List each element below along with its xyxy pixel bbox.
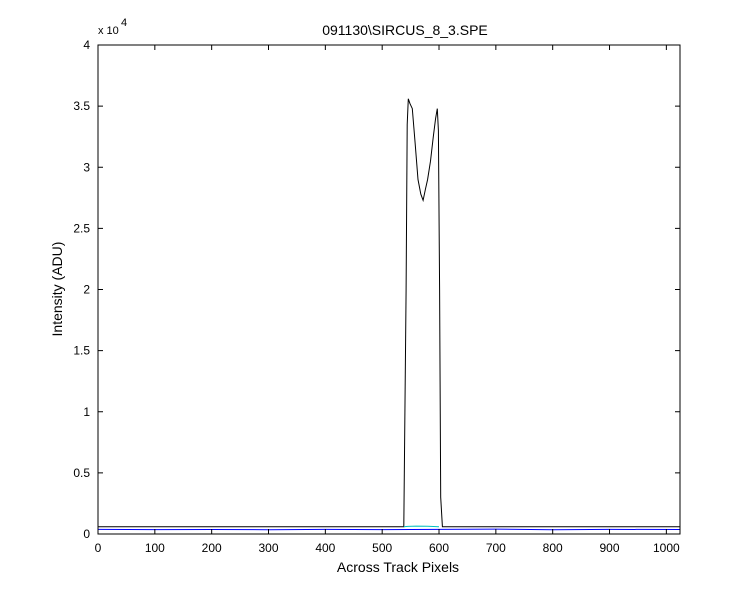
y-tick-label: 3.5 <box>73 99 90 113</box>
y-tick-label: 3 <box>83 160 90 174</box>
x-axis-label: Across Track Pixels <box>337 559 459 575</box>
x-tick-label: 400 <box>315 541 335 555</box>
y-multiplier-exponent: 4 <box>121 17 127 29</box>
y-tick-label: 1.5 <box>73 344 90 358</box>
series-line-2 <box>97 528 681 531</box>
x-tick-label: 200 <box>202 541 222 555</box>
x-tick-label: 600 <box>429 541 449 555</box>
series-line-1 <box>98 98 680 528</box>
y-tick-label: 0.5 <box>73 466 90 480</box>
y-multiplier: x 10 <box>98 25 119 37</box>
chart-title: 091130\SIRCUS_8_3.SPE <box>322 22 488 38</box>
x-tick-label: 1000 <box>653 541 680 555</box>
x-tick-label: 800 <box>543 541 563 555</box>
x-tick-label: 900 <box>600 541 620 555</box>
x-tick-label: 300 <box>258 541 278 555</box>
y-tick-label: 4 <box>83 38 90 52</box>
y-tick-label: 0 <box>83 527 90 541</box>
x-tick-label: 100 <box>145 541 165 555</box>
x-tick-label: 0 <box>95 541 102 555</box>
y-axis-label: Intensity (ADU) <box>49 242 65 337</box>
y-tick-label: 1 <box>83 405 90 419</box>
x-tick-label: 500 <box>372 541 392 555</box>
x-tick-label: 700 <box>486 541 506 555</box>
plot-area <box>98 45 680 534</box>
y-tick-label: 2.5 <box>73 221 90 235</box>
y-tick-label: 2 <box>83 283 90 297</box>
series-line-3 <box>403 525 440 528</box>
